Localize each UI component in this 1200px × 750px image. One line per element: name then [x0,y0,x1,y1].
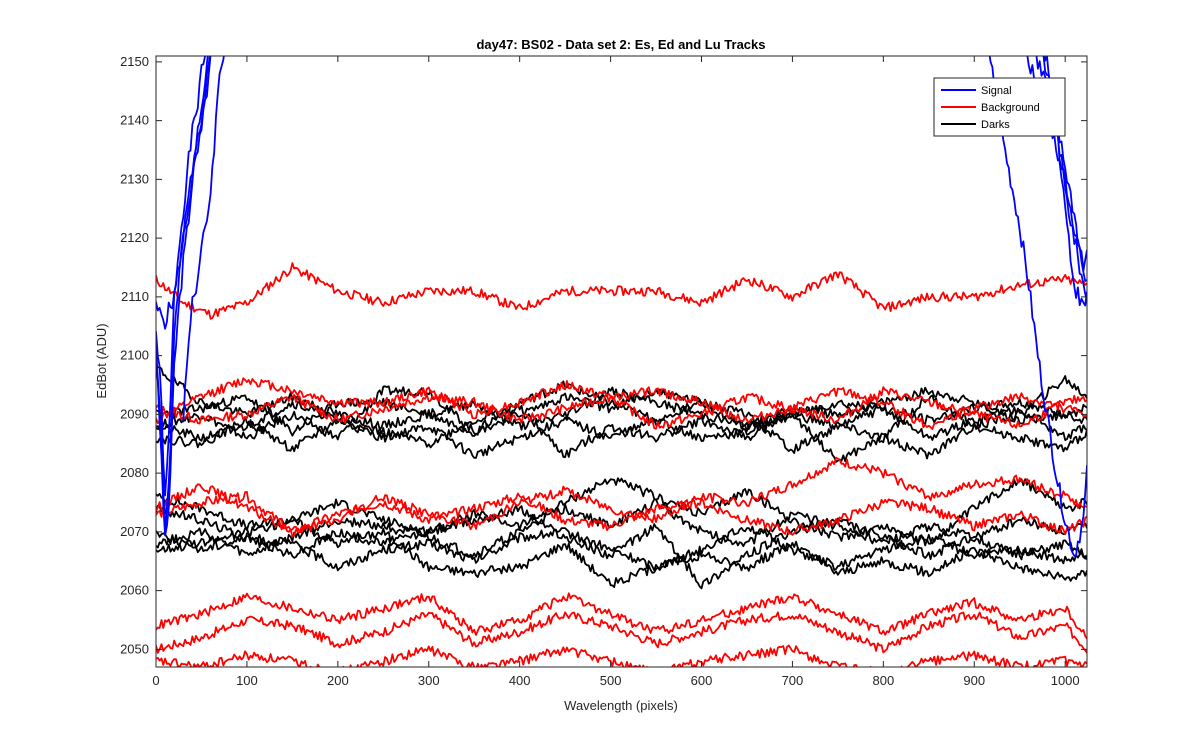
series-line-background-14 [156,456,1087,538]
y-tick-label: 2140 [120,113,149,128]
y-axis: 2050 2060 2070 2080 2090 2100 2110 2120 2130 2140… [120,54,1087,656]
legend-label-background: Background [981,102,1040,114]
axes-box [155,55,1088,668]
series-line-signal-6 [1026,56,1087,272]
y-tick-label: 2130 [120,171,149,186]
series-layer [156,56,1087,667]
y-tick-label: 2070 [120,524,149,539]
series-line-signal-5 [988,56,1087,557]
series-line-darks-24 [156,525,1087,572]
series-line-background-12 [156,386,1087,430]
x-tick-label: 700 [782,673,804,688]
series-line-signal-3 [182,56,225,423]
x-axis-label: Wavelength (pixels) [564,698,678,713]
x-tick-label: 1000 [1051,673,1080,688]
series-line-background-17 [156,644,1087,667]
y-tick-label: 2060 [120,583,149,598]
x-tick-label: 200 [327,673,349,688]
y-tick-label: 2110 [121,289,149,304]
series-line-darks-21 [156,403,1087,463]
series-line-background-15 [156,592,1087,640]
series-line-signal-7 [1035,56,1087,282]
x-tick-label: 100 [236,673,258,688]
x-tick-label: 800 [872,673,894,688]
x-tick-label: 300 [418,673,440,688]
x-tick-label: 500 [600,673,622,688]
y-tick-label: 2120 [120,230,149,245]
series-line-background-16 [156,611,1087,654]
y-tick-label: 2090 [120,406,149,421]
series-line-background-10 [156,262,1087,320]
legend-label-signal: Signal [981,85,1012,97]
series-line-darks-27 [156,504,1087,590]
legend: Signal Background Darks [933,77,1066,137]
series-line-darks-23 [156,477,1087,547]
plot-area [156,56,1087,667]
y-tick-label: 2080 [120,465,149,480]
legend-label-darks: Darks [981,119,1010,131]
chart-title: day47: BS02 - Data set 2: Es, Ed and Lu … [476,37,765,52]
y-tick-label: 2100 [120,348,149,363]
y-tick-label: 2050 [120,641,149,656]
y-tick-label: 2150 [120,54,149,69]
y-axis-label: EdBot (ADU) [94,323,109,398]
x-tick-label: 900 [963,673,985,688]
series-line-signal-4 [156,56,212,330]
x-axis: 0 100 200 300 400 500 600 700 800 900 1000 [152,56,1080,688]
x-tick-label: 0 [152,673,159,688]
series-line-signal-0 [156,56,206,497]
x-tick-label: 600 [691,673,713,688]
series-line-background-11 [156,377,1087,431]
x-tick-label: 400 [509,673,531,688]
